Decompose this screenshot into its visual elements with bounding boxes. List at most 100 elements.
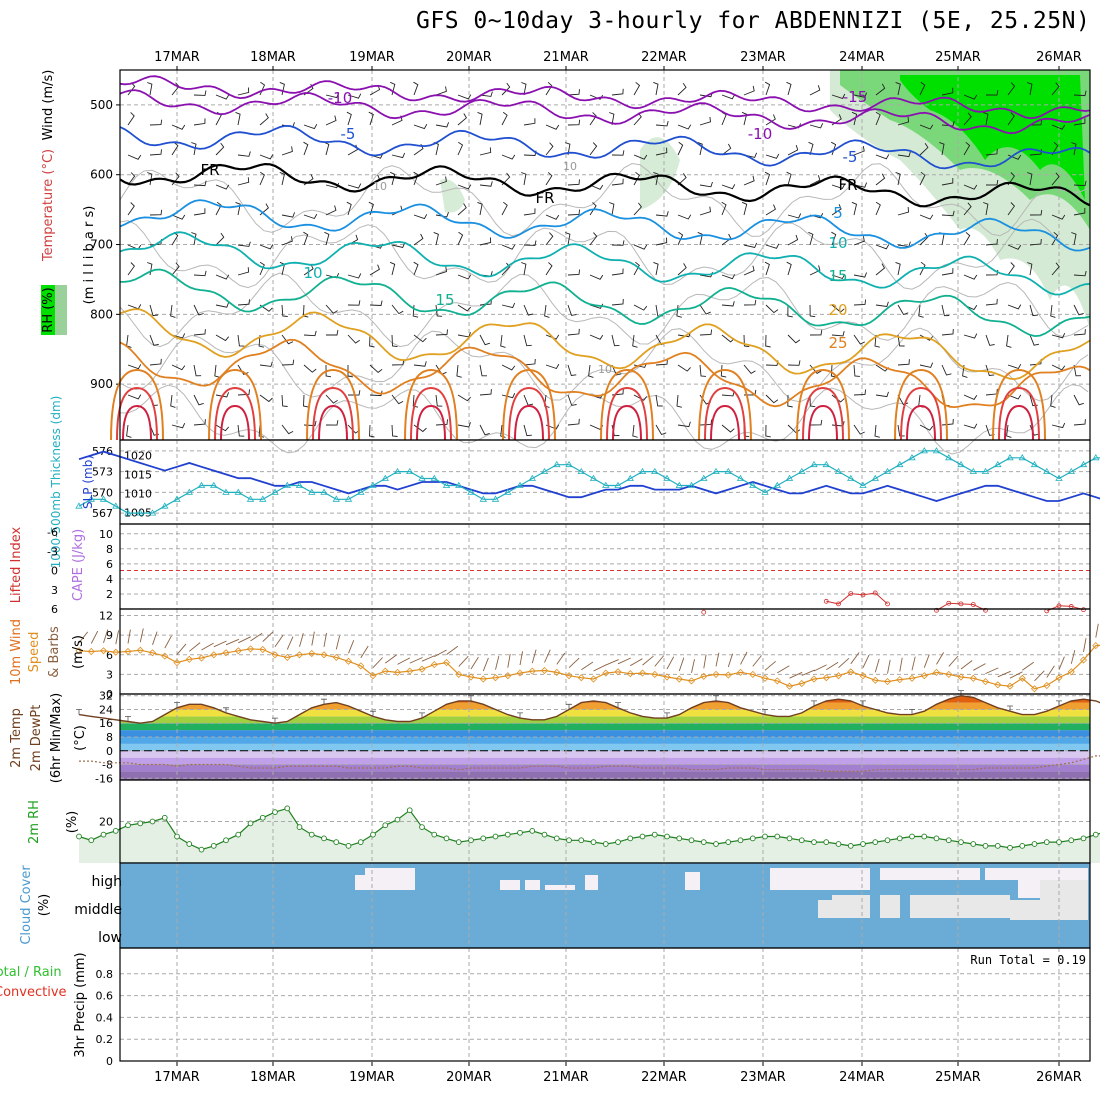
rh2m-point	[504, 831, 511, 838]
cloud-high-2	[500, 880, 520, 890]
thickness-point	[847, 474, 855, 481]
thickness-point	[1092, 454, 1100, 461]
wind-barb	[127, 394, 142, 400]
wind-speed-point	[148, 649, 157, 657]
wind-barb	[567, 328, 580, 336]
wind-barb	[1029, 334, 1040, 346]
wind-speed-point	[736, 668, 745, 676]
temp2m-label-b: 2m DewPt	[29, 705, 44, 772]
wind-barb	[193, 329, 206, 336]
wind-barb	[457, 113, 467, 126]
wind-barb	[1050, 304, 1056, 318]
wind-barb	[919, 142, 929, 156]
wind-speed-point	[761, 674, 769, 682]
contour-label-12: 15	[435, 291, 454, 309]
surface-wind-barb	[985, 667, 999, 675]
rh2m-point	[786, 835, 793, 842]
wind-speed-point	[344, 657, 353, 665]
wind-barb	[875, 201, 881, 216]
surface-wind-barb	[960, 660, 973, 670]
wind-barb	[435, 304, 443, 317]
wind-barb	[941, 364, 952, 376]
wind-barb	[347, 183, 362, 189]
li-point	[848, 591, 854, 596]
wind-barb	[501, 154, 516, 160]
wind-barb	[633, 154, 648, 160]
wind-barb	[457, 203, 467, 216]
surface-wind-barb	[862, 654, 870, 668]
wind-barb	[501, 82, 511, 96]
wind-barb	[435, 122, 450, 128]
li-tick--3: -3	[47, 545, 58, 558]
surface-wind-barb	[654, 655, 665, 667]
wind-barb	[1073, 90, 1087, 97]
minmax-bar	[860, 700, 866, 706]
thickness-point	[332, 495, 341, 502]
wind10m-label-b: Speed	[27, 632, 42, 673]
wind-barb	[874, 334, 880, 348]
thickness-point	[185, 488, 194, 495]
wind-barb	[567, 394, 577, 406]
wind-barb	[412, 304, 419, 318]
wind-barb	[875, 263, 886, 276]
thickness-point	[589, 474, 598, 481]
wind-barb	[983, 202, 989, 216]
wind-barb	[831, 304, 845, 313]
rh2m-point	[296, 824, 303, 830]
rh2m-point	[174, 833, 180, 840]
wind-barb	[875, 154, 890, 160]
wind-barb	[787, 304, 793, 318]
wind-barb	[895, 261, 901, 276]
wind-barb	[171, 423, 186, 429]
surface-wind-barb	[874, 658, 880, 673]
minmax-bar	[125, 716, 131, 722]
wind-speed-point	[638, 669, 647, 677]
wind-barb	[721, 390, 735, 397]
temp-band-10	[120, 702, 1090, 710]
surface-wind-barb	[446, 645, 459, 655]
wind10m-label-a: 10m Wind	[9, 619, 24, 685]
wind-barb	[721, 201, 727, 216]
wind-barb	[523, 240, 537, 246]
wind-barb	[699, 329, 713, 336]
temp-tick-32: 32	[99, 690, 113, 703]
rh2m-point	[566, 837, 572, 844]
li-point	[983, 607, 988, 613]
thickness-point	[577, 467, 586, 474]
warm-loop	[796, 368, 850, 441]
wind-barb	[259, 113, 269, 126]
wind-barb	[897, 424, 905, 437]
wind-barb	[501, 302, 516, 309]
wind-barb	[412, 394, 419, 408]
wind-speed-point	[357, 662, 365, 670]
li-point	[946, 600, 952, 606]
warm-loop	[1004, 404, 1034, 441]
wind-barb	[765, 304, 779, 314]
wind-speed-point	[932, 668, 941, 676]
slp-tick-1020: 1020	[124, 449, 152, 462]
temp-tick-24: 24	[99, 703, 113, 716]
wind-barb	[787, 123, 802, 129]
wind-barb	[1027, 82, 1033, 96]
rh2m-point	[186, 841, 193, 847]
surface-wind-barb	[630, 658, 643, 667]
wind-speed-point	[565, 672, 573, 680]
wind-barb	[281, 334, 294, 345]
wind-speed-point	[185, 655, 193, 663]
thickness-point	[234, 488, 243, 495]
wind-speed-point	[700, 672, 708, 680]
wind-barb	[787, 424, 801, 434]
wind-barb	[413, 424, 427, 433]
wind-barb	[831, 231, 837, 246]
surface-wind-barb	[678, 657, 685, 672]
contour-label-4: -5	[843, 148, 858, 166]
wind-barb	[741, 201, 748, 216]
cloud-mid-1	[832, 895, 870, 918]
li-tick-3: 3	[51, 584, 58, 597]
thickness-point	[822, 460, 831, 468]
surface-wind-barb	[225, 638, 240, 646]
thickness-point	[859, 481, 867, 488]
cloud-axis-label: Cloud Cover	[19, 865, 34, 945]
minmax-bar	[1007, 705, 1013, 712]
wind-speed-point	[994, 681, 1002, 689]
